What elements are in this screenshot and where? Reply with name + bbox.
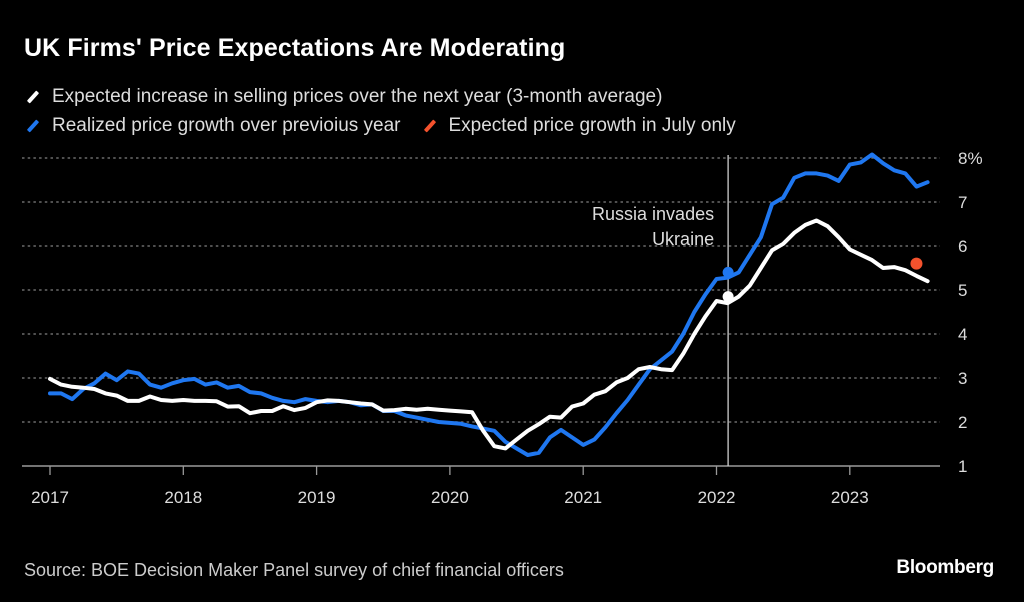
x-tick-label: 2020 [431,488,469,507]
bloomberg-logo: Bloomberg [896,557,994,578]
y-axis-ticks: 1 2 3 4 5 6 7 8% [958,149,983,476]
x-tick-label: 2022 [698,488,736,507]
legend-label-july: Expected price growth in July only [448,115,736,136]
series-lines [48,152,930,457]
y-tick-label: 7 [958,193,967,212]
legend-row-2: Realized price growth over previoius yea… [24,115,756,137]
x-tick-label: 2023 [831,488,869,507]
y-tick-label: 6 [958,237,967,256]
july-expectation-point [910,257,923,270]
source-note: Source: BOE Decision Maker Panel survey … [24,560,564,580]
x-tick-label: 2017 [31,488,69,507]
gridlines [22,157,940,423]
legend-row-1: Expected increase in selling prices over… [24,86,682,108]
annotation-group: Russia invades Ukraine [592,155,729,466]
x-tick-label: 2021 [564,488,602,507]
y-tick-label: 1 [958,457,967,476]
legend-label-realized: Realized price growth over previoius yea… [52,115,401,136]
event-marker-point [722,291,734,303]
legend-label-expected: Expected increase in selling prices over… [52,86,663,107]
y-tick-label: 3 [958,369,967,388]
chart-title: UK Firms' Price Expectations Are Moderat… [24,34,566,62]
y-tick-label: 2 [958,413,967,432]
legend-item-july: Expected price growth in July only [421,115,736,137]
legend-item-expected: Expected increase in selling prices over… [24,86,662,108]
x-tick-label: 2018 [164,488,202,507]
y-tick-label: 8% [958,149,983,168]
y-tick-label: 5 [958,281,967,300]
legend-item-realized: Realized price growth over previoius yea… [24,115,401,137]
series-line-realized [48,152,930,457]
annotation-text: Ukraine [652,229,714,249]
series-line-expected [48,218,930,451]
x-axis: 2017 2018 2019 2020 2021 2022 2023 [22,465,940,507]
x-tick-label: 2019 [298,488,336,507]
series-points [722,257,923,303]
y-tick-label: 4 [958,325,967,344]
annotation-text: Russia invades [592,204,714,224]
event-marker-point [722,266,734,278]
